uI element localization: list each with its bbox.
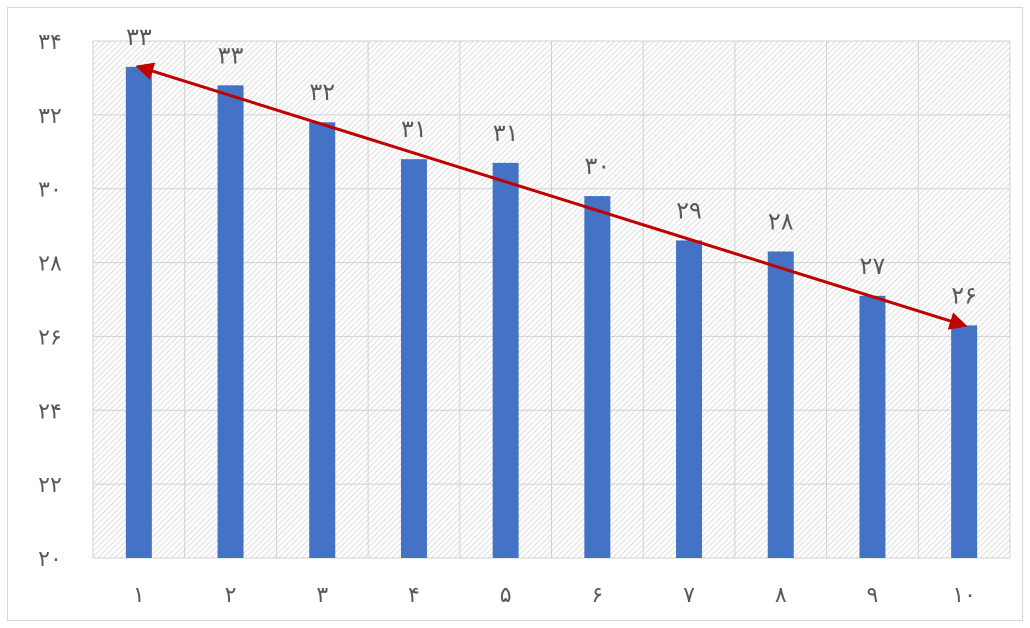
y-tick-label: ٣٠ — [38, 178, 62, 203]
bar — [676, 240, 703, 558]
bar — [584, 196, 611, 558]
data-label: ٢٩ — [676, 196, 702, 224]
y-tick-label: ٣٢ — [38, 104, 62, 129]
data-label: ٣٣ — [126, 23, 152, 51]
data-label: ٣٣ — [218, 41, 244, 69]
data-label: ٢۶ — [951, 281, 977, 309]
x-axis-tick-labels: ١ ٢ ٣ ۴ ۵ ۶ ٧ ٨ ٩ ١٠ — [133, 583, 976, 608]
bar — [309, 122, 336, 558]
x-tick-label: ۶ — [591, 583, 603, 608]
data-label: ٣١ — [401, 115, 427, 143]
trend-arrow — [135, 62, 968, 330]
x-tick-label: ١٠ — [952, 583, 976, 608]
y-tick-label: ٢۶ — [38, 325, 62, 350]
x-tick-label: ٩ — [867, 583, 879, 608]
x-tick-label: ٧ — [683, 583, 695, 608]
x-tick-label: ٨ — [775, 583, 787, 608]
x-tick-label: ۵ — [500, 583, 512, 608]
data-label: ٣١ — [493, 119, 519, 147]
bar — [492, 162, 519, 558]
bar — [125, 66, 152, 558]
bar — [951, 325, 978, 558]
y-axis-tick-labels: ٢٠ ٢٢ ٢۴ ٢۶ ٢٨ ٣٠ ٣٢ ٣۴ — [38, 30, 62, 572]
data-label: ٢٨ — [768, 207, 794, 235]
x-tick-label: ۴ — [408, 583, 420, 608]
data-label: ٣٢ — [309, 78, 335, 106]
y-tick-label: ٢٢ — [38, 473, 62, 498]
bar — [859, 295, 886, 558]
y-tick-label: ٢٨ — [38, 252, 62, 277]
bar — [767, 251, 794, 558]
bar — [217, 85, 244, 559]
bar — [400, 159, 427, 558]
data-label: ٢٧ — [860, 252, 886, 280]
x-tick-label: ١ — [133, 583, 145, 608]
y-tick-label: ٣۴ — [38, 30, 62, 55]
y-tick-label: ٢۴ — [38, 399, 62, 424]
data-label: ٣٠ — [584, 152, 610, 180]
x-tick-label: ٣ — [316, 583, 328, 608]
x-tick-label: ٢ — [225, 583, 237, 608]
y-tick-label: ٢٠ — [38, 547, 62, 572]
